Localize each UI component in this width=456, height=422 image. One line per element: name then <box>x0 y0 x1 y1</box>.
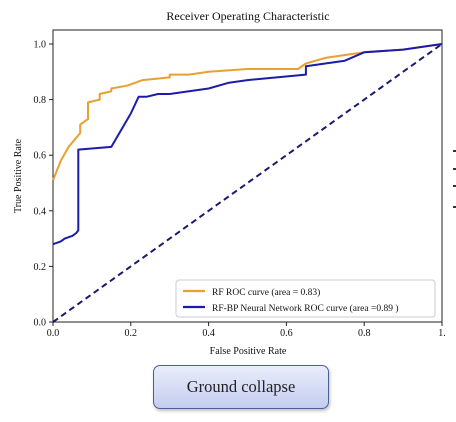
cut-off-mark <box>453 150 456 152</box>
legend-label-rf: RF ROC curve (area = 0.83) <box>212 287 320 298</box>
chart-title: Receiver Operating Characteristic <box>166 9 329 23</box>
legend-label-rf-bp: RF-BP Neural Network ROC curve (area =0.… <box>212 303 399 314</box>
roc-curves <box>52 43 443 246</box>
x-tick-label: 1. <box>438 328 446 339</box>
legend-box <box>175 279 436 318</box>
x-axis-label: False Positive Rate <box>210 346 287 357</box>
y-tick-label: 0.8 <box>34 95 47 106</box>
y-tick-label: 0.6 <box>34 151 47 162</box>
plot-frame <box>52 29 443 323</box>
y-axis-label: True Positive Rate <box>13 138 24 213</box>
cut-off-mark <box>453 185 456 187</box>
ground-collapse-label-button[interactable]: Ground collapse <box>153 365 329 409</box>
y-tick-label: 1.0 <box>34 40 47 51</box>
y-tick-label: 0.2 <box>34 262 47 273</box>
y-tick-label: 0.4 <box>34 206 47 217</box>
rf-bp-roc-curve <box>52 43 443 246</box>
x-tick-label: 0.2 <box>125 328 138 339</box>
x-tick-label: 0.0 <box>47 328 60 339</box>
roc-chart: Receiver Operating Characteristic 0.0 0.2… <box>13 9 446 357</box>
x-tick-label: 0.4 <box>202 328 215 339</box>
rf-roc-curve <box>52 43 443 181</box>
legend: RF ROC curve (area = 0.83) RF-BP Neural … <box>175 279 436 318</box>
y-tick-label: 0.0 <box>34 318 47 329</box>
x-tick-label: 0.6 <box>280 328 293 339</box>
cut-off-mark <box>453 168 456 170</box>
axis-ticks: 0.0 0.2 0.4 0.6 0.8 1. 0.0 0.2 0.4 0.6 0.8 1.0 <box>34 40 446 340</box>
cut-off-mark <box>453 206 456 208</box>
x-tick-label: 0.8 <box>358 328 371 339</box>
